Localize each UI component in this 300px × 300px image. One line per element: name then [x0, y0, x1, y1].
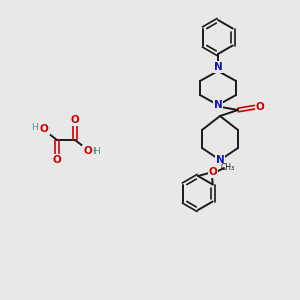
Text: O: O: [70, 115, 80, 125]
Text: N: N: [216, 155, 224, 165]
Text: H: H: [32, 124, 38, 133]
Text: O: O: [82, 146, 91, 156]
Text: H: H: [37, 124, 44, 133]
Text: H: H: [88, 148, 95, 157]
Text: N: N: [214, 62, 222, 72]
Text: O: O: [84, 146, 92, 156]
Text: O: O: [256, 102, 264, 112]
Text: O: O: [40, 124, 50, 134]
Text: N: N: [214, 100, 222, 110]
Text: H: H: [94, 148, 100, 157]
Text: O: O: [40, 124, 48, 134]
Text: O: O: [52, 155, 62, 165]
Text: CH₃: CH₃: [221, 163, 235, 172]
Text: O: O: [208, 167, 217, 177]
